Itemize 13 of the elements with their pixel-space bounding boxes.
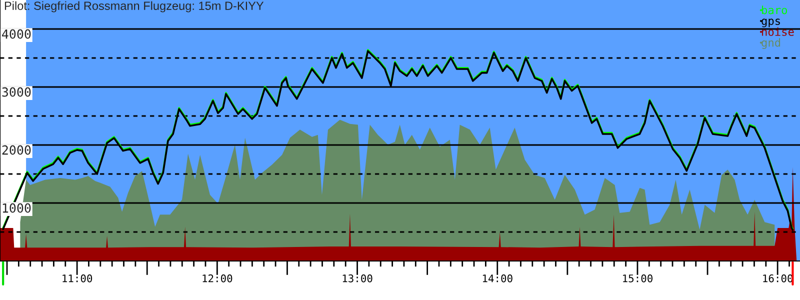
x-tick-label: 11:00 (62, 274, 92, 282)
x-tick-label: 12:00 (202, 274, 232, 282)
x-tick-label: 13:00 (342, 274, 372, 282)
y-tick-label: 4000 (2, 29, 31, 39)
legend-label: gnd (762, 38, 780, 49)
x-tick-label: 15:00 (623, 274, 652, 282)
legend-label: gps (762, 18, 780, 28)
y-tick-label: 1000 (2, 203, 31, 213)
y-tick-label: 3000 (2, 87, 31, 97)
x-tick-label: 14:00 (482, 274, 512, 282)
legend-label: baro (762, 6, 788, 14)
legend-label: noise (762, 27, 794, 36)
y-tick-label: 2000 (2, 145, 31, 155)
